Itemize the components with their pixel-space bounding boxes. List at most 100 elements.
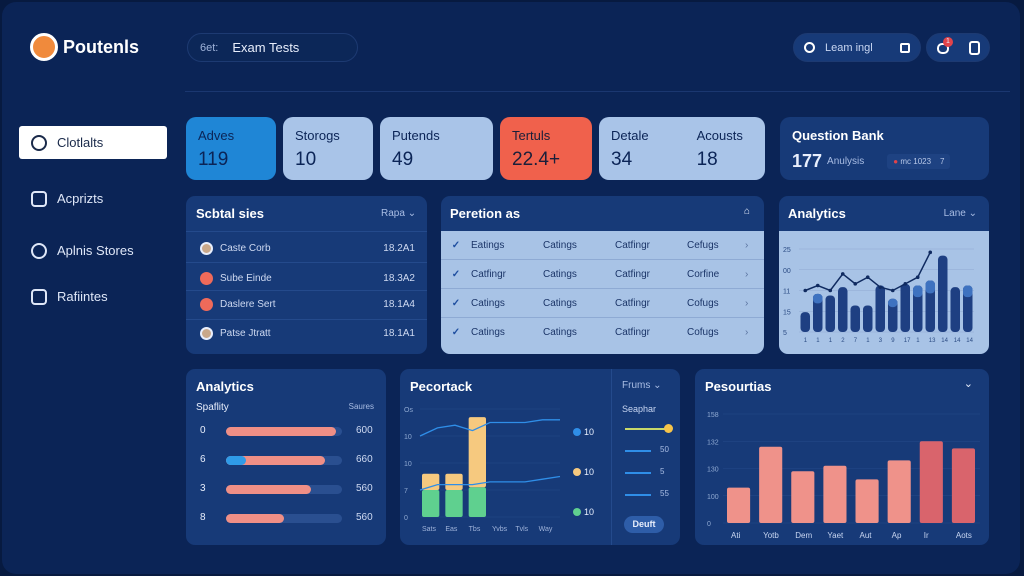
bar-segment-yellow	[445, 473, 463, 490]
resources-panel: Pesourtias ⌄ 0 100 130 132 158 Ati Yotb Dem Yaet…	[695, 369, 989, 545]
chevron-down-icon: ⌄	[407, 208, 417, 219]
panel-title: Pesourtias	[705, 379, 772, 394]
stat-card-storogs[interactable]: Storogs 10	[283, 117, 373, 180]
home-icon[interactable]: ⌂	[743, 206, 750, 217]
slider[interactable]	[625, 428, 669, 430]
bar	[951, 448, 975, 523]
line-point	[828, 288, 833, 293]
table-row[interactable]: ✓ Catings Catings Catfingr Cofugs ›	[441, 289, 764, 318]
stat-card-pair[interactable]: Detale 34 Acousts 18	[599, 117, 765, 180]
sidebar-item-rafiintes[interactable]: Rafiintes	[19, 280, 167, 313]
stat-card-tertuls[interactable]: Tertuls 22.4+	[500, 117, 592, 180]
table-row[interactable]: ✓ Catings Catings Catfingr Cofugs ›	[441, 318, 764, 347]
question-bank-title: Question Bank	[792, 128, 884, 143]
notification-badge: 1	[943, 37, 953, 47]
check-icon[interactable]: ✓	[451, 327, 461, 338]
progress-track	[226, 485, 342, 494]
stat-card-adves[interactable]: Adves 119	[186, 117, 276, 180]
schedule-row[interactable]: Patse Jtratt 18.1A1	[200, 323, 415, 343]
x-tick-label: 1	[916, 338, 920, 344]
check-icon[interactable]: ✓	[451, 297, 461, 309]
analytics-filter[interactable]: Lane ⌄	[944, 208, 977, 219]
stat-card-putends[interactable]: Putends 49	[380, 117, 493, 180]
table-cell: Catings	[471, 327, 505, 338]
panel-title: Peretion as	[450, 206, 521, 221]
chevron-right-icon[interactable]: ›	[745, 268, 749, 280]
table-cell: Cofugs	[687, 297, 719, 309]
gift-icon[interactable]	[900, 42, 910, 53]
y-tick-label: 158	[707, 412, 719, 419]
x-tick-label: 1	[829, 338, 833, 344]
learning-search[interactable]: Leam ingl	[793, 33, 921, 62]
filter-label: Lane	[943, 208, 966, 219]
row-value: 560	[356, 512, 373, 523]
check-icon[interactable]: ✓	[451, 239, 461, 251]
chevron-right-icon[interactable]: ›	[745, 297, 749, 309]
schedule-row[interactable]: Daslere Sert 18.1A4	[186, 294, 427, 320]
sidebar-item-label: Rafiintes	[57, 289, 108, 304]
row-index: 0	[200, 425, 206, 436]
divider	[186, 231, 427, 232]
badge-text: mc 1023	[900, 157, 932, 166]
draft-button[interactable]: Deuft	[624, 516, 664, 533]
x-tick-label: Yaet	[827, 531, 844, 540]
x-tick-label: 2	[841, 338, 845, 344]
stat-label: Adves	[198, 128, 235, 143]
table-row[interactable]: ✓ Catfingr Catings Catfingr Corfine ›	[441, 260, 764, 289]
bar	[791, 471, 815, 523]
sidebar-item-aplnis-stores[interactable]: Aplnis Stores	[19, 234, 167, 267]
search-input[interactable]: 6et: Exam Tests	[187, 33, 358, 62]
slider-handle[interactable]	[664, 424, 673, 433]
x-tick-label: 14	[941, 338, 948, 344]
chevron-right-icon[interactable]: ›	[745, 327, 749, 338]
bar-highlight	[888, 298, 898, 308]
slider[interactable]	[625, 472, 652, 474]
slider[interactable]	[625, 494, 652, 496]
pecortack-filter[interactable]: Frums ⌄	[622, 380, 662, 391]
bar-segment-yellow	[422, 473, 440, 490]
question-sub: Anulysis	[827, 156, 865, 167]
schedules-filter[interactable]: Rapa ⌄	[381, 208, 416, 219]
legend-label: 10	[584, 427, 595, 437]
peretion-panel: Peretion as ⌂ ✓ Eatings Catings Catfingr Cef…	[441, 196, 764, 354]
schedule-row[interactable]: Caste Corb 18.2A1	[186, 238, 427, 263]
question-badge[interactable]: ● mc 1023 7	[887, 154, 951, 169]
trend-line	[804, 251, 931, 292]
bar	[850, 305, 860, 332]
progress-track	[226, 456, 342, 465]
profile-icon[interactable]	[969, 41, 980, 55]
x-tick-label: Ir	[924, 531, 929, 540]
bar	[855, 479, 879, 523]
pecortack-chart: 0 7 10 10 Os Sats Eas Tbs Yvbs Tvls Way	[404, 407, 561, 533]
check-icon[interactable]: ✓	[451, 268, 461, 280]
stat-label: Detale	[611, 128, 649, 143]
slider-value: 5	[660, 467, 665, 476]
schedule-time: 18.3A2	[383, 272, 415, 284]
chevron-down-icon[interactable]: ⌄	[963, 378, 973, 390]
clock-icon	[31, 134, 47, 151]
header-divider	[185, 91, 1010, 92]
x-tick-label: 13	[929, 338, 936, 344]
schedule-row[interactable]: Sube Einde 18.3A2	[186, 268, 427, 291]
schedule-time: 18.1A4	[383, 298, 415, 310]
progress-accent	[226, 456, 246, 465]
x-tick-label: Sats	[422, 526, 437, 533]
table-row[interactable]: ✓ Eatings Catings Catfingr Cefugs ›	[441, 231, 764, 260]
x-tick-label: Eas	[445, 526, 458, 533]
table-cell: Catfingr	[471, 268, 507, 280]
column-header: Saures	[348, 402, 374, 411]
table-cell: Catings	[543, 268, 577, 280]
y-tick-label: 11	[783, 289, 790, 296]
panel-title: Scbtal sies	[196, 206, 264, 221]
sidebar-item-acprizts[interactable]: Acprizts	[19, 182, 167, 215]
column-header: Spaflity	[196, 402, 229, 413]
question-bank-card[interactable]: Question Bank 177 Anulysis ● mc 1023 7	[780, 117, 989, 180]
search-icon	[804, 42, 815, 53]
legend-label: 10	[584, 507, 595, 517]
sidebar-item-clotlalts[interactable]: Clotlalts	[19, 126, 167, 159]
x-tick-label: Way	[539, 526, 553, 533]
stat-value: 119	[198, 149, 229, 170]
table-cell: Catings	[543, 327, 577, 338]
slider[interactable]	[625, 450, 652, 452]
chevron-right-icon[interactable]: ›	[745, 239, 749, 251]
